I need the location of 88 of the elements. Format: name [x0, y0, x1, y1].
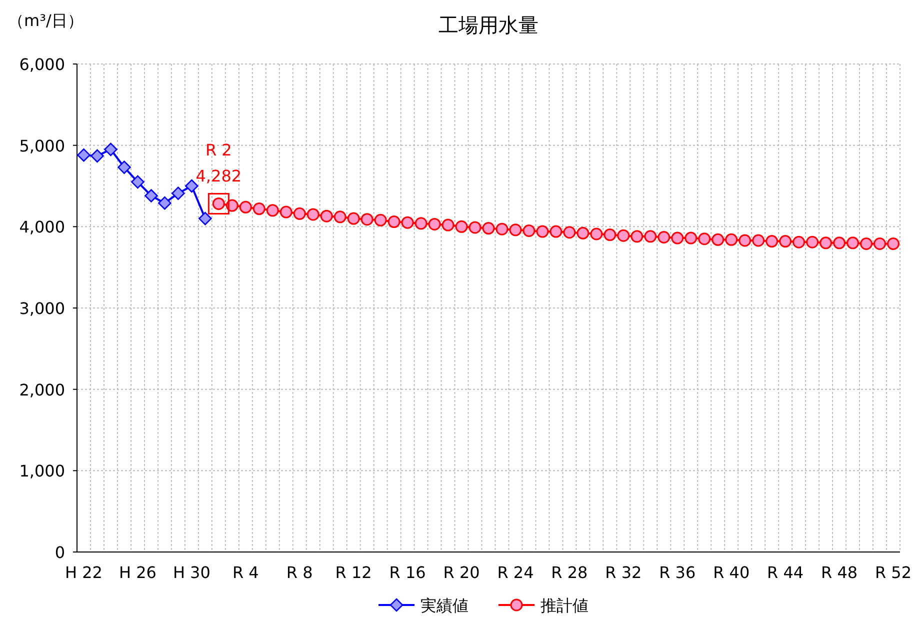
point	[887, 237, 900, 250]
point	[144, 189, 158, 202]
point	[104, 142, 118, 156]
point	[684, 232, 698, 244]
point	[374, 214, 387, 226]
point	[442, 218, 454, 232]
point	[806, 236, 819, 248]
point	[833, 236, 846, 250]
point	[617, 229, 630, 242]
point	[482, 222, 495, 235]
point	[306, 208, 320, 221]
point	[496, 222, 508, 236]
x-tick-label: R 24	[497, 563, 534, 582]
x-tick-label: R 40	[713, 563, 750, 582]
point	[293, 207, 306, 220]
point	[658, 230, 670, 244]
legend-label: 実績値	[420, 596, 468, 615]
x-tick-label: R 44	[767, 563, 804, 582]
point	[185, 179, 198, 193]
x-tick-label: R 4	[232, 563, 259, 582]
y-axis-title: （m³/日）	[8, 11, 84, 30]
point	[334, 210, 346, 224]
x-tick-label: R 8	[286, 563, 313, 582]
chart-title: 工場用水量	[438, 13, 538, 37]
y-tick-label: 5,000	[19, 136, 65, 156]
point	[280, 206, 292, 218]
point	[320, 210, 333, 222]
point	[752, 234, 765, 247]
point	[360, 213, 374, 226]
point	[792, 236, 806, 248]
y-tick-label: 0	[54, 543, 65, 562]
y-tick-label: 1,000	[19, 462, 65, 481]
point	[590, 228, 603, 240]
point	[172, 186, 185, 200]
point	[644, 230, 657, 243]
x-tick-label: H 30	[172, 563, 210, 582]
point	[874, 237, 886, 250]
x-tick-label: R 52	[874, 563, 912, 582]
point	[712, 233, 724, 246]
point	[563, 226, 576, 239]
point	[455, 220, 468, 233]
point	[131, 175, 144, 189]
point	[347, 212, 360, 225]
point	[766, 235, 778, 248]
point	[158, 196, 172, 210]
x-tick-label: R 36	[659, 563, 696, 582]
point	[522, 224, 536, 237]
point	[698, 232, 711, 246]
point	[77, 148, 90, 162]
x-tick-label: R 16	[389, 563, 426, 582]
legend-label: 推計値	[540, 596, 588, 615]
x-tick-label: H 26	[118, 563, 156, 582]
point	[846, 236, 860, 250]
point	[604, 228, 616, 242]
point	[671, 232, 684, 244]
annotation: R 2	[205, 140, 232, 160]
x-tick-label: H 22	[65, 563, 102, 582]
point	[509, 224, 522, 236]
point	[820, 236, 832, 250]
point	[401, 216, 414, 229]
point	[860, 237, 873, 250]
point	[90, 149, 104, 163]
point	[550, 225, 562, 238]
x-tick-label: R 48	[821, 563, 858, 582]
point	[388, 216, 400, 228]
data-label: 4,282	[196, 166, 242, 186]
point	[468, 221, 482, 234]
point	[738, 234, 752, 247]
point	[414, 217, 428, 230]
point	[536, 225, 549, 238]
x-tick-label: R 20	[443, 563, 480, 582]
y-tick-label: 6,000	[19, 55, 65, 74]
x-tick-label: R 12	[335, 563, 372, 582]
point	[428, 218, 441, 230]
point	[198, 212, 212, 226]
x-tick-label: R 28	[551, 563, 588, 582]
point	[239, 200, 252, 214]
y-tick-label: 4,000	[19, 218, 65, 237]
point	[118, 160, 131, 174]
point	[725, 233, 738, 246]
point	[266, 204, 279, 217]
point	[779, 235, 792, 248]
y-tick-label: 2,000	[19, 380, 65, 400]
point	[576, 226, 590, 240]
x-tick-label: R 32	[605, 563, 642, 582]
y-tick-label: 3,000	[19, 299, 65, 318]
point	[630, 230, 644, 243]
point	[252, 202, 266, 216]
